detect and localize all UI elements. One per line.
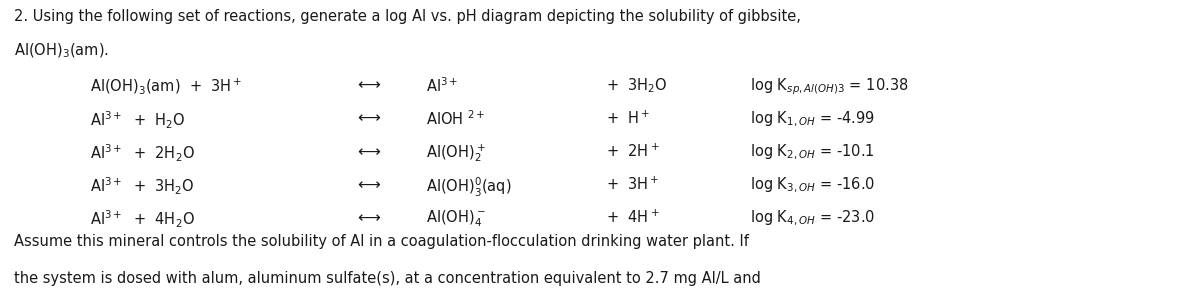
Text: Assume this mineral controls the solubility of Al in a coagulation-flocculation : Assume this mineral controls the solubil… — [14, 234, 749, 249]
Text: +  3H$_2$O: + 3H$_2$O — [606, 76, 667, 95]
Text: Al(OH)$_2^+$: Al(OH)$_2^+$ — [426, 143, 486, 164]
Text: 2. Using the following set of reactions, generate a log Al vs. pH diagram depict: 2. Using the following set of reactions,… — [14, 9, 802, 24]
Text: Al$^{3+}$: Al$^{3+}$ — [426, 76, 458, 95]
Text: log K$_{2,OH}$ = -10.1: log K$_{2,OH}$ = -10.1 — [750, 143, 875, 162]
Text: log K$_{1,OH}$ = -4.99: log K$_{1,OH}$ = -4.99 — [750, 110, 875, 129]
Text: log K$_{3,OH}$ = -16.0: log K$_{3,OH}$ = -16.0 — [750, 176, 875, 195]
Text: Al$^{3+}$  +  H$_2$O: Al$^{3+}$ + H$_2$O — [90, 110, 186, 131]
Text: AlOH $^{2+}$: AlOH $^{2+}$ — [426, 110, 486, 128]
Text: +  3H$^+$: + 3H$^+$ — [606, 176, 659, 193]
Text: Al(OH)$_3$(am)  +  3H$^+$: Al(OH)$_3$(am) + 3H$^+$ — [90, 76, 242, 96]
Text: Al(OH)$_3$(am).: Al(OH)$_3$(am). — [14, 41, 109, 60]
Text: Al(OH)$_3^0$(aq): Al(OH)$_3^0$(aq) — [426, 176, 511, 199]
Text: Al(OH)$_4^-$: Al(OH)$_4^-$ — [426, 209, 486, 229]
Text: +  H$^+$: + H$^+$ — [606, 110, 650, 127]
Text: $\longleftrightarrow$: $\longleftrightarrow$ — [354, 110, 382, 125]
Text: Al$^{3+}$  +  2H$_2$O: Al$^{3+}$ + 2H$_2$O — [90, 143, 194, 164]
Text: Al$^{3+}$  +  3H$_2$O: Al$^{3+}$ + 3H$_2$O — [90, 176, 194, 197]
Text: $\longleftrightarrow$: $\longleftrightarrow$ — [354, 209, 382, 224]
Text: +  4H$^+$: + 4H$^+$ — [606, 209, 660, 226]
Text: Al$^{3+}$  +  4H$_2$O: Al$^{3+}$ + 4H$_2$O — [90, 209, 194, 230]
Text: the system is dosed with alum, aluminum sulfate(s), at a concentration equivalen: the system is dosed with alum, aluminum … — [14, 271, 761, 286]
Text: $\longleftrightarrow$: $\longleftrightarrow$ — [354, 143, 382, 158]
Text: $\longleftrightarrow$: $\longleftrightarrow$ — [354, 176, 382, 191]
Text: $\longleftrightarrow$: $\longleftrightarrow$ — [354, 76, 382, 91]
Text: log K$_{4,OH}$ = -23.0: log K$_{4,OH}$ = -23.0 — [750, 209, 875, 228]
Text: +  2H$^+$: + 2H$^+$ — [606, 143, 660, 160]
Text: log K$_{sp,Al(OH)3}$ = 10.38: log K$_{sp,Al(OH)3}$ = 10.38 — [750, 76, 908, 97]
